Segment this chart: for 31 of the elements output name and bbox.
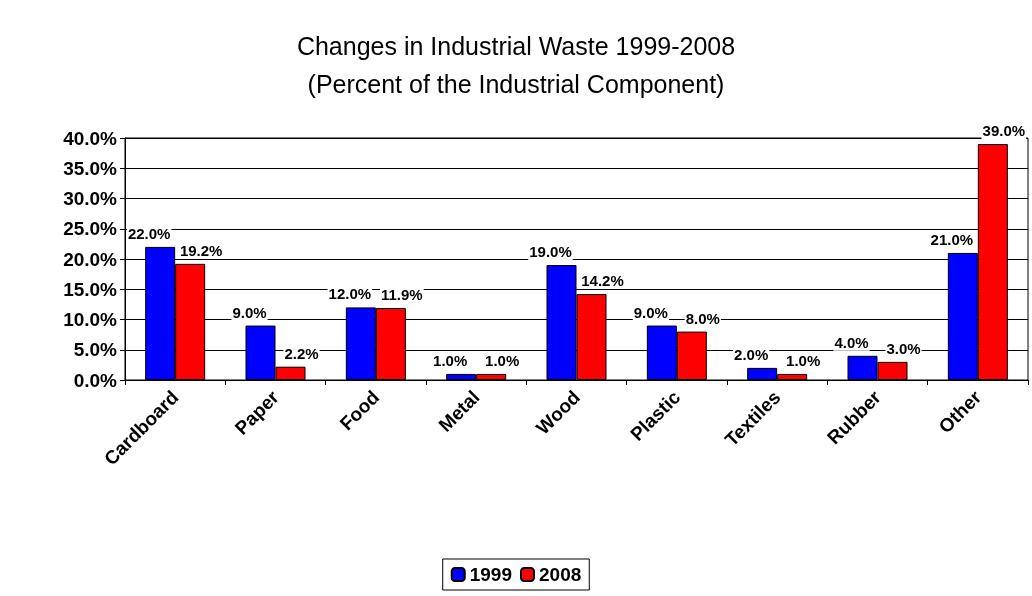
data-label: 1.0% — [433, 351, 468, 369]
y-tick-label: 0.0% — [73, 369, 118, 391]
y-tick-label: 20.0% — [63, 248, 118, 270]
data-label: 14.2% — [581, 272, 624, 290]
data-label: 9.0% — [633, 303, 668, 321]
data-label: 21.0% — [930, 230, 974, 248]
y-tick-label: 5.0% — [73, 339, 118, 361]
y-tick-label: 25.0% — [63, 218, 118, 240]
data-label: 11.9% — [380, 286, 423, 304]
data-label: 2.0% — [734, 345, 769, 363]
data-label: 1.0% — [786, 351, 821, 369]
y-tick-label: 10.0% — [63, 309, 118, 330]
y-tick-label: 40.0% — [63, 127, 118, 149]
legend-label: 1999 — [469, 564, 513, 585]
data-label: 4.0% — [834, 333, 869, 351]
y-tick-label: 30.0% — [63, 188, 118, 209]
chart-title: Changes in Industrial Waste 1999-2008 — [296, 31, 736, 60]
data-label: 19.0% — [529, 243, 572, 261]
data-label: 1.0% — [485, 351, 520, 369]
legend-label: 2008 — [539, 564, 582, 585]
data-label: 8.0% — [685, 309, 720, 327]
data-label: 39.0% — [982, 122, 1026, 140]
chart-subtitle: (Percent of the Industrial Component) — [307, 69, 725, 98]
data-label: 12.0% — [328, 285, 372, 303]
data-label: 9.0% — [232, 303, 267, 321]
data-label: 3.0% — [886, 339, 921, 357]
y-tick-label: 35.0% — [63, 157, 118, 179]
data-label: 22.0% — [127, 224, 171, 242]
y-tick-label: 15.0% — [63, 278, 118, 300]
data-label: 2.2% — [284, 344, 319, 362]
data-label: 19.2% — [179, 241, 223, 259]
